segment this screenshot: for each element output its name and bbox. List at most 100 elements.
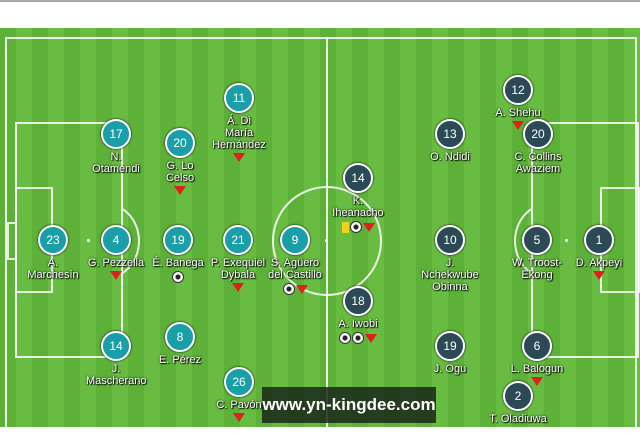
event-icons: [512, 121, 524, 130]
player-label: G. Lo Celso: [140, 160, 220, 195]
shirt-number: 13: [435, 119, 465, 149]
event-icons: [531, 377, 543, 386]
shirt-number: 1: [584, 225, 614, 255]
goal-ball-icon: [282, 283, 295, 295]
player-label: É. Banega: [138, 257, 218, 283]
player-name: P. Exequiel Dybala: [210, 257, 266, 281]
player-label: T. Oladiuwa: [478, 413, 558, 425]
shirt-number: 2: [503, 381, 533, 411]
event-icons: [593, 271, 605, 280]
player-label: Á. Di María Hernández: [199, 115, 279, 162]
event-icons: [339, 332, 377, 344]
player-label: C. Pavón: [199, 399, 279, 422]
watermark: www.yn-kingdee.com: [262, 387, 436, 423]
shirt-number: 23: [38, 225, 68, 255]
shirt-number: 26: [224, 367, 254, 397]
player-label: K. Iheanacho: [318, 195, 398, 233]
goal-ball-icon: [172, 271, 184, 283]
player-name: Á. Di María Hernández: [212, 115, 266, 151]
shirt-number: 6: [522, 331, 552, 361]
shirt-number: 8: [165, 322, 195, 352]
player-label: C. Collins Awaziem: [498, 151, 578, 175]
shirt-number: 19: [163, 225, 193, 255]
shirt-number: 9: [280, 225, 310, 255]
top-bar: [0, 0, 640, 28]
player-label: S. Agüero del Castillo: [255, 257, 335, 295]
shirt-number: 10: [435, 225, 465, 255]
player-name: O. Ndidi: [430, 151, 470, 163]
event-icons: [172, 271, 184, 283]
player-name: S. Agüero del Castillo: [268, 257, 322, 281]
shirt-number: 21: [223, 225, 253, 255]
player-label: A. Iwobi: [318, 318, 398, 344]
substitution-arrow-icon: [365, 333, 377, 343]
player-name: J. Ogu: [433, 363, 467, 375]
shirt-number: 12: [503, 75, 533, 105]
player-label: N. Otamendi: [76, 151, 156, 175]
shirt-number: 14: [101, 331, 131, 361]
player-label: W. Troost-Ekong: [497, 257, 577, 281]
substitution-arrow-icon: [233, 413, 245, 422]
shirt-number: 11: [224, 83, 254, 113]
player-name: T. Oladiuwa: [489, 413, 547, 425]
goal-ball-icon: [349, 221, 362, 233]
player-label: G. Pezzella: [76, 257, 156, 280]
player-label: E. Pérez: [140, 354, 220, 366]
event-icons: [233, 413, 245, 422]
player-name: D. Akpeyi: [575, 257, 623, 269]
shirt-number: 5: [522, 225, 552, 255]
goal-ball-icon: [339, 332, 351, 344]
event-icons: [341, 221, 375, 233]
player-name: N. Otamendi: [92, 151, 140, 175]
player-name: G. Lo Celso: [165, 160, 195, 184]
player-label: A. Marchesín: [13, 257, 93, 281]
player-name: A. Iwobi: [338, 318, 378, 330]
player-name: J. Nchekwube Obinna: [421, 257, 479, 293]
player-name: A. Shehu: [495, 107, 541, 119]
event-icons: [110, 271, 122, 280]
substitution-arrow-icon: [174, 186, 186, 195]
shirt-number: 4: [101, 225, 131, 255]
substitution-arrow-icon: [295, 284, 308, 294]
left-goal: [7, 222, 17, 260]
center-circle: [272, 186, 382, 296]
substitution-arrow-icon: [531, 377, 543, 386]
player-name: A. Marchesín: [27, 257, 79, 281]
player-label: A. Shehu: [478, 107, 558, 130]
player-label: L. Balogun: [497, 363, 577, 386]
event-icons: [232, 283, 244, 292]
center-spot: [325, 239, 328, 242]
player-name: É. Banega: [152, 257, 204, 269]
goal-ball-icon: [352, 332, 364, 344]
event-icons: [174, 186, 186, 195]
left-penalty-spot: [87, 239, 90, 242]
shirt-number: 17: [101, 119, 131, 149]
player-name: L. Balogun: [510, 363, 564, 375]
shirt-number: 20: [523, 119, 553, 149]
player-name: G. Pezzella: [87, 257, 145, 269]
substitution-arrow-icon: [593, 271, 605, 280]
substitution-arrow-icon: [362, 222, 375, 232]
player-name: J. Mascherano: [86, 363, 147, 387]
substitution-arrow-icon: [233, 153, 245, 162]
player-name: K. Iheanacho: [332, 195, 384, 219]
player-label: J. Mascherano: [76, 363, 156, 387]
event-icons: [233, 153, 245, 162]
substitution-arrow-icon: [512, 121, 524, 130]
shirt-number: 20: [165, 128, 195, 158]
shirt-number: 19: [435, 331, 465, 361]
substitution-arrow-icon: [110, 271, 122, 280]
player-label: P. Exequiel Dybala: [198, 257, 278, 292]
player-label: J. Ogu: [410, 363, 490, 375]
player-name: E. Pérez: [158, 354, 202, 366]
player-name: C. Collins Awaziem: [514, 151, 562, 175]
shirt-number: 14: [343, 163, 373, 193]
event-icons: [282, 283, 308, 295]
shirt-number: 18: [343, 286, 373, 316]
yellow-card-icon: [341, 221, 349, 233]
player-name: C. Pavón: [216, 399, 262, 411]
player-label: J. Nchekwube Obinna: [410, 257, 490, 293]
substitution-arrow-icon: [232, 283, 244, 292]
player-label: O. Ndidi: [410, 151, 490, 163]
player-label: D. Akpeyi: [559, 257, 639, 280]
